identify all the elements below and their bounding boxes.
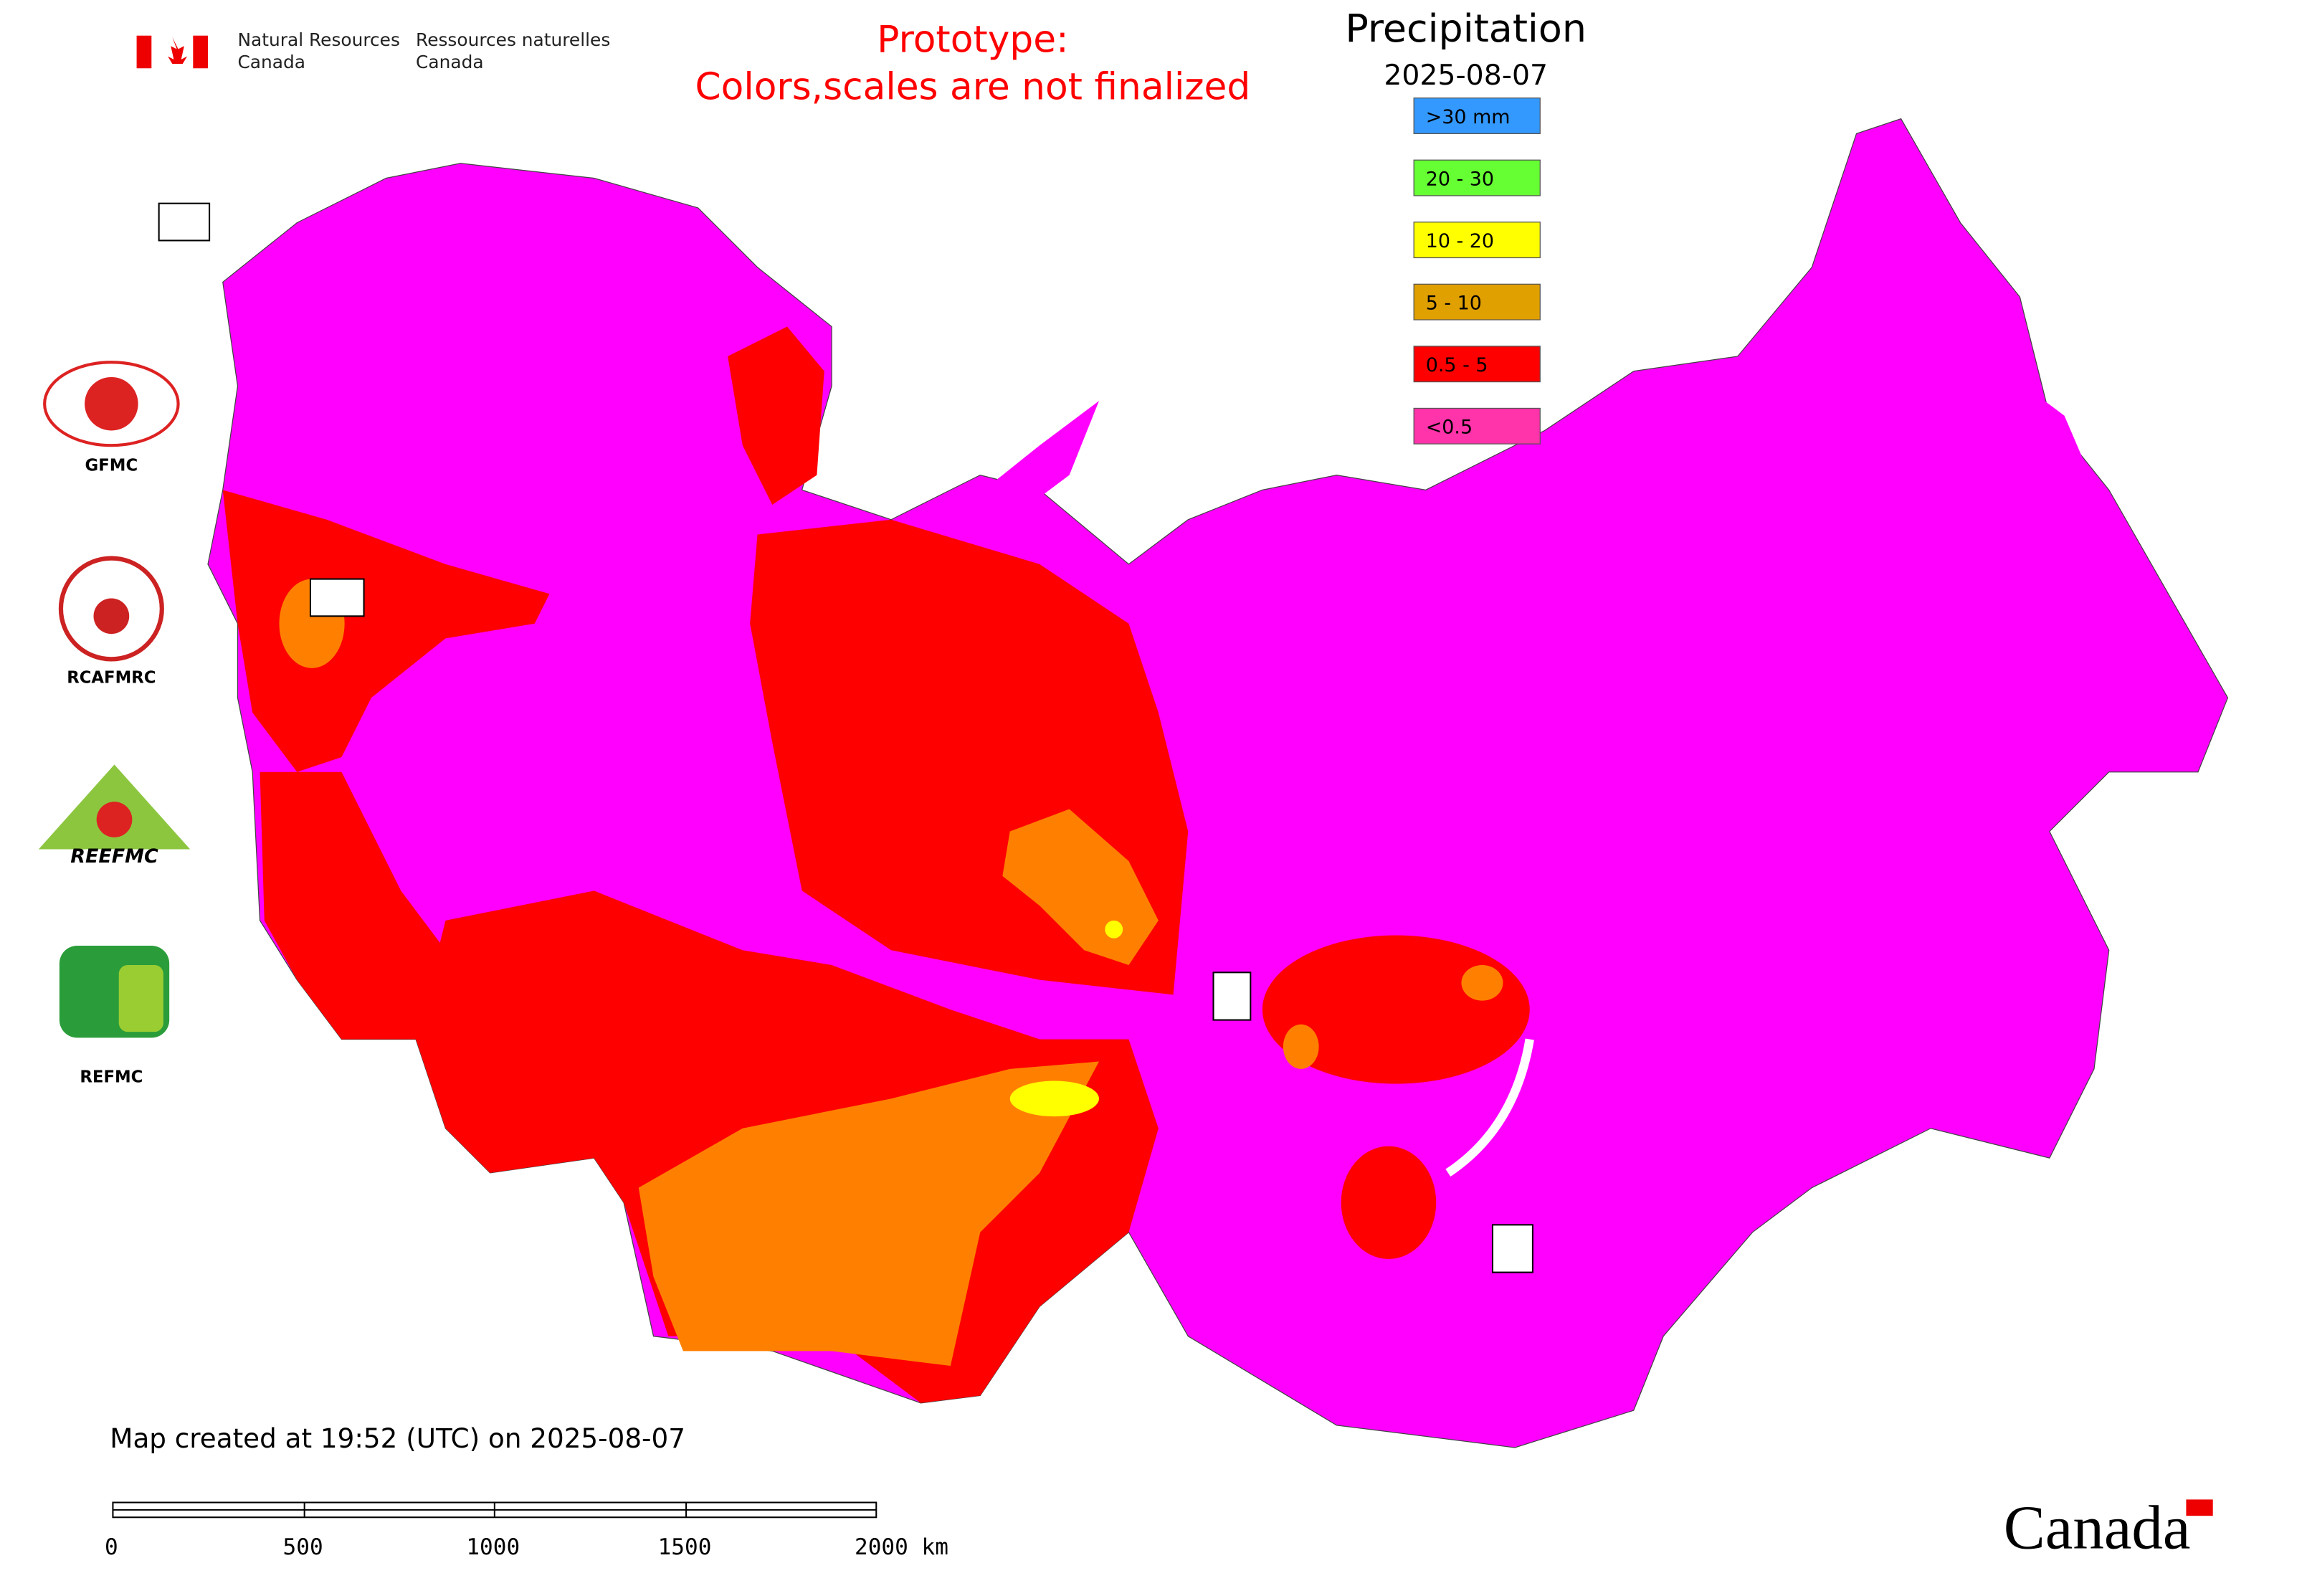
prototype-notice: Colors,scales are not finalized xyxy=(695,66,1251,109)
region-baikal-spot xyxy=(1283,1024,1319,1069)
legend-swatch xyxy=(1413,222,1541,259)
land xyxy=(207,118,2229,1448)
legend-swatch xyxy=(1413,98,1541,134)
map-markers xyxy=(158,202,1533,1273)
region-kazakhstan xyxy=(638,1061,1099,1367)
map-title: Precipitation xyxy=(1345,6,1587,51)
flag-bar xyxy=(136,35,152,69)
logo-refmc: REFMC xyxy=(59,946,170,1087)
marker-refmc xyxy=(1212,972,1252,1021)
novaya-zemlya xyxy=(965,401,1099,520)
prototype-notice: Prototype: xyxy=(877,18,1068,61)
created-note: Map created at 19:52 (UTC) on 2025-08-07 xyxy=(110,1422,685,1454)
agency-fr: Canada xyxy=(416,52,484,72)
legend-swatch xyxy=(1413,346,1541,383)
lake-baikal xyxy=(1445,1038,1534,1177)
legend-label: >30 mm xyxy=(1426,106,1511,128)
legend-swatch xyxy=(1413,283,1541,320)
kamchatka xyxy=(2004,371,2109,594)
region-baikal-north xyxy=(1262,935,1530,1084)
logo-shape xyxy=(93,598,130,635)
scale-label: 2000 km xyxy=(855,1534,948,1560)
flag-bar xyxy=(193,35,209,69)
scale-bar: 0 500 1000 1500 2000 km xyxy=(105,1501,948,1560)
legend: >30 mm 20 - 30 10 - 20 5 - 10 0.5 - 5 <0.5 xyxy=(1413,98,1541,445)
region-wet-spot xyxy=(1105,920,1123,939)
scale-label: 500 xyxy=(283,1534,323,1560)
logo-shape xyxy=(96,802,133,837)
canada-wordmark: Canada xyxy=(2004,1493,2191,1562)
scale-label: 0 xyxy=(105,1534,118,1560)
logo-label: GFMC xyxy=(85,456,138,475)
legend-swatch xyxy=(1413,407,1541,445)
maple-leaf xyxy=(168,37,188,65)
legend-swatch xyxy=(1413,159,1541,196)
region-baikal-spot xyxy=(1461,964,1503,1001)
map-date: 2025-08-07 xyxy=(1384,59,1548,92)
legend-label: 20 - 30 xyxy=(1426,168,1494,190)
wordmark-flag xyxy=(2186,1499,2213,1516)
marker-reefmc xyxy=(309,578,365,617)
logo-gfmc: GFMC xyxy=(43,361,180,475)
logo-label: REEFMC xyxy=(70,845,158,868)
region-caucasus xyxy=(260,771,446,1040)
region-mongolia xyxy=(1341,1146,1437,1259)
canada-flag xyxy=(136,35,209,69)
logo-label: RCAFMRC xyxy=(67,669,156,688)
logo-shape xyxy=(43,361,180,447)
marker-rcafmrc xyxy=(1491,1224,1533,1273)
scale-label: 1000 xyxy=(466,1534,520,1560)
legend-label: 10 - 20 xyxy=(1426,230,1494,252)
agency-fr: Ressources naturelles xyxy=(416,29,610,50)
legend-label: 0.5 - 5 xyxy=(1426,354,1488,376)
region-finland xyxy=(728,326,824,505)
region-west xyxy=(222,490,550,772)
region-wet-spot xyxy=(1009,1080,1099,1117)
agency-en: Canada xyxy=(237,52,305,72)
logo-label: REFMC xyxy=(80,1068,143,1087)
logo-reefmc: REEFMC xyxy=(38,764,191,868)
legend-label: 5 - 10 xyxy=(1426,293,1482,315)
scale-label: 1500 xyxy=(658,1534,712,1560)
logo-shape xyxy=(118,964,163,1032)
legend-label: <0.5 xyxy=(1426,417,1473,439)
marker-gfmc xyxy=(158,202,211,242)
agency-en: Natural Resources xyxy=(237,29,399,50)
logo-rcafmrc: RCAFMRC xyxy=(58,556,164,688)
logo-shape xyxy=(85,376,138,431)
